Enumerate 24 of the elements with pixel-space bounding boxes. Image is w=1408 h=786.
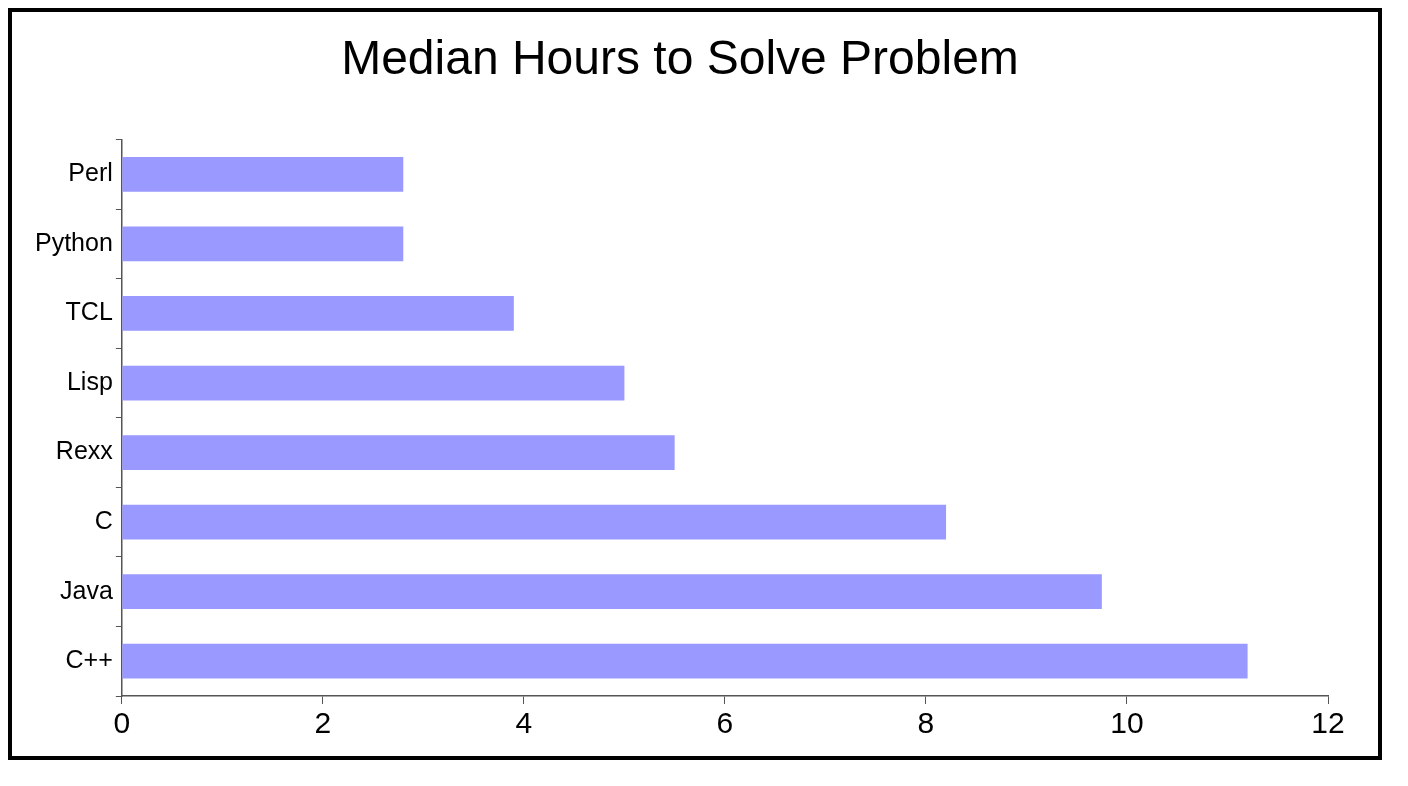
y-tick-label: Rexx	[55, 436, 114, 465]
bar	[122, 156, 404, 192]
x-tick-label: 8	[917, 706, 935, 740]
y-tick-label: TCL	[65, 297, 113, 326]
y-tick-label: C	[94, 506, 113, 535]
y-tick-label: Java	[60, 575, 113, 604]
x-tick-label: 4	[515, 706, 533, 740]
bar	[122, 574, 1102, 610]
x-tick-label: 12	[1311, 706, 1345, 740]
x-tick-label: 10	[1110, 706, 1144, 740]
y-tick-label: Lisp	[66, 366, 113, 395]
y-tick-label: Perl	[68, 158, 113, 187]
chart-title: Median Hours to Solve Problem	[341, 31, 1019, 85]
bar	[122, 504, 947, 540]
bar	[122, 365, 625, 401]
x-tick-label: 6	[716, 706, 734, 740]
x-tick-label: 2	[314, 706, 332, 740]
x-tick-label: 0	[113, 706, 131, 740]
y-tick-label: Python	[34, 227, 113, 256]
y-tick-label: C++	[65, 645, 113, 674]
bar	[122, 226, 404, 262]
bar	[122, 643, 1248, 679]
bar	[122, 435, 675, 470]
bar	[122, 296, 514, 331]
